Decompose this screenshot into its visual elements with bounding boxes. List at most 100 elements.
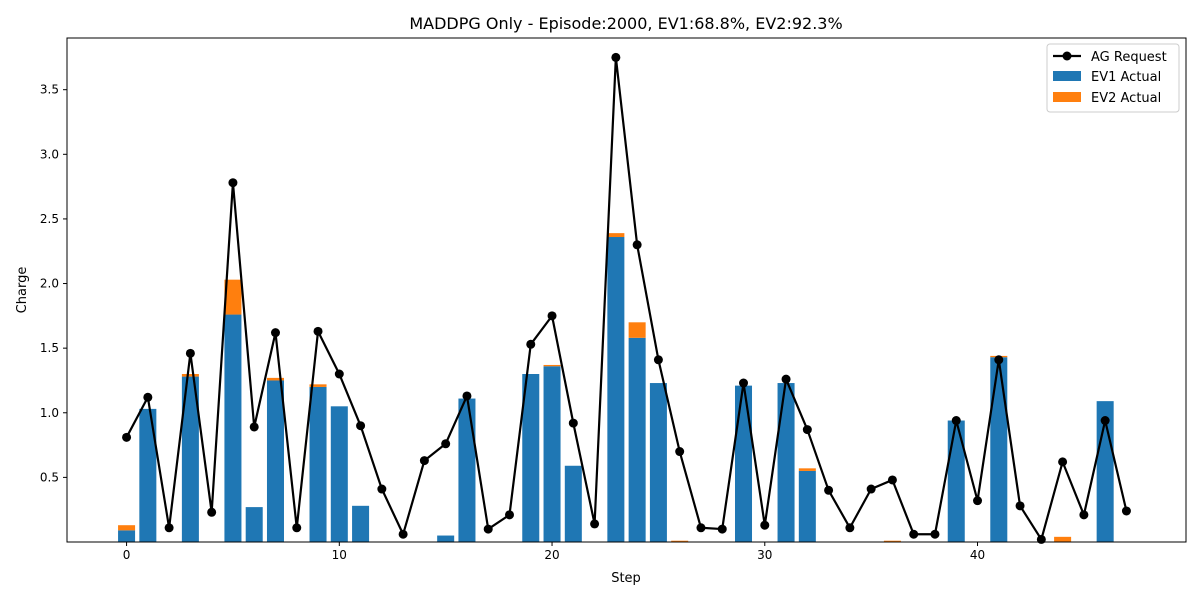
ag-request-point [802, 425, 812, 435]
ev1-bar [990, 357, 1008, 542]
ag-request-point [441, 439, 451, 449]
y-axis-label: Charge [15, 267, 30, 314]
ev2-bar [1054, 536, 1072, 542]
ag-request-point [356, 421, 366, 431]
ev1-bar [777, 383, 795, 542]
ag-request-point [1036, 534, 1046, 544]
ag-request-point [122, 432, 132, 442]
chart-title: MADDPG Only - Episode:2000, EV1:68.8%, E… [409, 14, 842, 33]
ev2-bar [607, 233, 625, 238]
x-tick-label: 30 [757, 548, 772, 562]
ag-request-point [1121, 506, 1131, 516]
ev2-bar [118, 525, 136, 531]
y-tick-label: 2.0 [40, 277, 59, 291]
ag-request-point [739, 378, 749, 388]
bars-layer [118, 233, 1114, 542]
ev1-bar [607, 237, 625, 542]
ag-request-point [675, 447, 685, 457]
ev2-bar [224, 279, 242, 315]
ev1-bar [734, 385, 753, 542]
ag-request-point [334, 369, 344, 379]
ev1-bar [309, 386, 327, 542]
ag-request-point [696, 523, 706, 533]
ev1-bar [266, 380, 284, 542]
ag-request-point [824, 485, 834, 495]
ag-request-point [590, 519, 600, 529]
ag-request-point [462, 391, 472, 401]
plot-frame [66, 37, 1187, 543]
ev1-bar [139, 408, 157, 542]
legend-label-ag-request: AG Request [1091, 50, 1167, 65]
ev1-bar [181, 376, 199, 542]
ag-request-point [483, 524, 493, 534]
ag-request-point [994, 355, 1004, 365]
ag-request-point [398, 529, 408, 539]
ev2-bar [266, 377, 284, 381]
x-axis: 0 10 20 30 40 [123, 542, 985, 562]
x-tick-label: 20 [544, 548, 559, 562]
ag-request-point [504, 510, 514, 520]
ev2-bar [309, 384, 327, 387]
ev1-bar [522, 374, 540, 542]
ev1-bar [437, 535, 455, 542]
ev1-bar [458, 398, 476, 542]
ag-request-point [951, 416, 961, 426]
ag-request-point [547, 311, 557, 321]
ag-request-point [185, 348, 195, 358]
ev2-bar [628, 322, 646, 338]
ag-request-point [1058, 457, 1068, 467]
ag-request-point [164, 523, 174, 533]
ev1-bar [649, 383, 667, 542]
ag-request-point [228, 178, 238, 188]
x-tick-label: 0 [123, 548, 131, 562]
ag-request-point [866, 484, 876, 494]
x-tick-label: 40 [970, 548, 985, 562]
ag-request-point [1015, 501, 1025, 511]
ag-request-point [313, 326, 323, 336]
ev1-bar [224, 314, 242, 542]
legend-swatch-ev2 [1053, 92, 1081, 102]
ev1-bar [564, 465, 582, 542]
ag-request-point [845, 523, 855, 533]
ag-request-point [653, 355, 663, 365]
x-tick-label: 10 [332, 548, 347, 562]
ev2-bar [883, 540, 901, 542]
y-tick-label: 0.5 [40, 470, 59, 484]
ag-request-point [207, 507, 217, 517]
ag-request-point [611, 52, 621, 62]
ag-request-point [143, 392, 153, 402]
ev1-bar [798, 470, 816, 542]
ag-request-point [930, 529, 940, 539]
ev1-bar [352, 505, 370, 542]
ag-request-point [292, 523, 302, 533]
ev1-bar [330, 406, 348, 542]
ag-request-point [781, 374, 791, 384]
ag-request-point [632, 240, 642, 250]
ev1-bar [543, 366, 561, 542]
ev1-bar [245, 507, 263, 542]
y-tick-label: 2.5 [40, 212, 59, 226]
ev2-bar [798, 468, 816, 471]
y-axis: 0.5 1.0 1.5 2.0 2.5 3.0 3.5 [40, 83, 67, 484]
ag-request-point [1079, 510, 1089, 520]
legend-line-marker [1062, 51, 1072, 61]
ag-request-point [377, 484, 387, 494]
ag-request-point [909, 529, 919, 539]
ev1-bar [947, 420, 965, 542]
ev2-bar [181, 374, 199, 377]
ev1-bar [628, 337, 646, 542]
y-tick-label: 3.5 [40, 83, 59, 97]
ag-request-point [526, 339, 536, 349]
ag-request-point [973, 496, 983, 506]
ag-request-point [568, 418, 578, 428]
ag-request-point [1100, 416, 1110, 426]
ag-request-line [125, 56, 1128, 541]
legend-label-ev1-actual: EV1 Actual [1091, 70, 1161, 85]
ev2-bar [671, 540, 689, 542]
ag-request-point [270, 328, 280, 338]
y-tick-label: 1.5 [40, 341, 59, 355]
ev2-bar [543, 364, 561, 367]
legend: AG Request EV1 Actual EV2 Actual [1046, 43, 1180, 113]
ag-request-point [760, 520, 770, 530]
